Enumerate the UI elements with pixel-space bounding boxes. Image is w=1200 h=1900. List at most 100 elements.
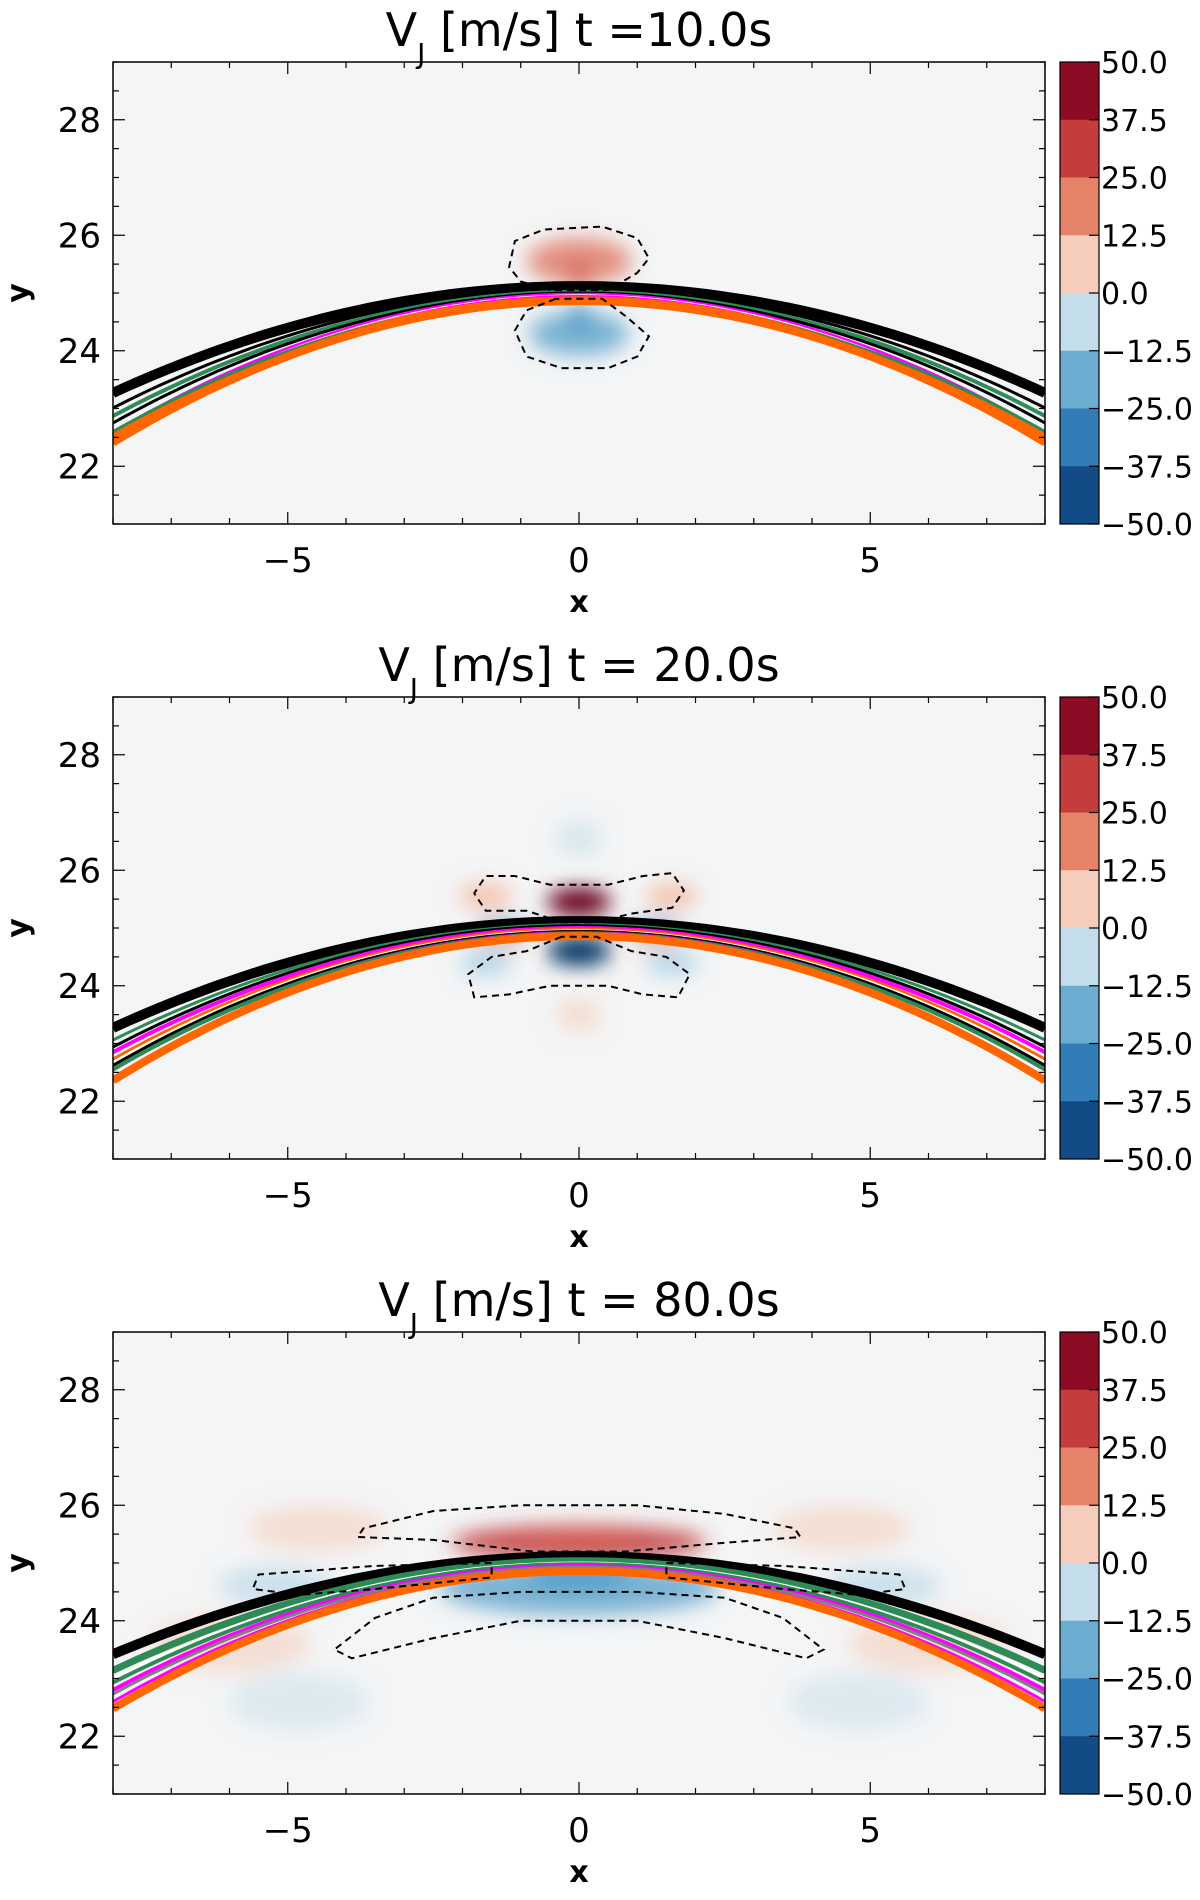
y-tick-label: 28 xyxy=(58,1371,101,1411)
colorbar-band xyxy=(1060,1736,1099,1795)
colorbar-tick-label: 0.0 xyxy=(1101,912,1149,947)
y-tick-label: 26 xyxy=(58,851,101,891)
x-tick-label: 5 xyxy=(859,1176,881,1216)
y-tick-label: 28 xyxy=(58,101,101,141)
colorbar-tick-label: −37.5 xyxy=(1101,1720,1193,1755)
y-tick-label: 24 xyxy=(58,967,101,1007)
y-tick-label: 24 xyxy=(58,1602,101,1642)
colorbar-band xyxy=(1060,1447,1099,1506)
colorbar-band xyxy=(1060,1563,1099,1622)
colorbar: 50.0 37.5 25.0 12.5 0.0 −12.5 −25.0 −37.5 −50.0 xyxy=(1059,1316,1193,1813)
field-lines xyxy=(113,1551,1045,1712)
x-axis-label: x xyxy=(569,1220,588,1255)
y-tick-label: 26 xyxy=(58,1486,101,1526)
field-line xyxy=(113,1557,1045,1674)
chart-panel-2: −5 0 5 22 24 26 28 x y VJ [m/s] t = 20.0s 50.0 37.5… xyxy=(1,638,1193,1255)
contours xyxy=(508,225,651,370)
x-axis-label: x xyxy=(569,1855,588,1890)
x-tick-label: −5 xyxy=(263,1176,313,1216)
colorbar-band xyxy=(1060,466,1099,525)
colorbar-band xyxy=(1060,985,1099,1044)
field-line xyxy=(113,924,1045,1049)
chart-title: VJ [m/s] t = 80.0s xyxy=(378,1273,779,1340)
contour-line xyxy=(467,935,691,999)
contours xyxy=(467,872,691,999)
colorbar-tick-label: −12.5 xyxy=(1101,1605,1193,1640)
colorbar: 50.0 37.5 25.0 12.5 0.0 −12.5 −25.0 −37.5 −50.0 xyxy=(1059,681,1193,1178)
colorbar-tick-label: 12.5 xyxy=(1101,219,1168,254)
y-tick-label: 24 xyxy=(58,332,101,372)
colorbar-band xyxy=(1060,754,1099,813)
colorbar-band xyxy=(1060,697,1099,756)
contour-line xyxy=(665,1561,907,1596)
contour-line xyxy=(251,1561,493,1596)
y-axis-label: y xyxy=(1,918,36,938)
field-line xyxy=(113,287,1045,410)
colorbar-band xyxy=(1060,62,1099,121)
colorbar-band xyxy=(1060,177,1099,236)
field-line xyxy=(113,292,1045,435)
velocity-blob-negative xyxy=(529,311,629,356)
contours xyxy=(251,1504,907,1660)
colorbar-band xyxy=(1060,870,1099,929)
colorbar-band xyxy=(1060,1505,1099,1564)
y-axis-label: y xyxy=(1,283,36,303)
colorbar-tick-label: 25.0 xyxy=(1101,1432,1168,1467)
contour-line xyxy=(508,225,651,292)
field-line xyxy=(113,916,1045,1033)
field-line xyxy=(113,932,1045,1084)
contour-line xyxy=(332,1590,826,1660)
x-tick-label: 5 xyxy=(859,1811,881,1851)
colorbar-band xyxy=(1060,1043,1099,1102)
colorbar-tick-label: −37.5 xyxy=(1101,450,1193,485)
colorbar-tick-label: 25.0 xyxy=(1101,797,1168,832)
colorbar-tick-label: 12.5 xyxy=(1101,1489,1168,1524)
x-tick-label: 5 xyxy=(859,541,881,581)
velocity-blob-negative xyxy=(459,949,513,976)
colorbar-tick-label: 50.0 xyxy=(1101,681,1168,716)
x-tick-label: −5 xyxy=(263,541,313,581)
velocity-field xyxy=(526,238,632,356)
colorbar-tick-label: 0.0 xyxy=(1101,1547,1149,1582)
chart-title: VJ [m/s] t =10.0s xyxy=(386,3,773,70)
colorbar-band xyxy=(1060,235,1099,294)
velocity-blob-positive xyxy=(771,1505,912,1552)
field-line xyxy=(113,1551,1045,1659)
velocity-blob-negative xyxy=(229,1672,370,1731)
chart-panel-1: −5 0 5 22 24 26 28 x y VJ [m/s] t =10.0s 50.0 37.5 2… xyxy=(1,3,1193,620)
contour-line xyxy=(472,872,686,924)
colorbar-band xyxy=(1060,1678,1099,1737)
y-axis-label: y xyxy=(1,1553,36,1573)
colorbar-band xyxy=(1060,928,1099,987)
y-tick-label: 22 xyxy=(58,447,101,487)
colorbar-tick-label: −25.0 xyxy=(1101,393,1193,428)
velocity-blob-positive xyxy=(546,887,612,917)
field-lines xyxy=(113,916,1045,1084)
colorbar-band xyxy=(1060,1620,1099,1679)
colorbar-tick-label: −25.0 xyxy=(1101,1663,1193,1698)
y-tick-label: 22 xyxy=(58,1082,101,1122)
colorbar-tick-label: −50.0 xyxy=(1101,1143,1193,1178)
chart-title: VJ [m/s] t = 20.0s xyxy=(378,638,779,705)
colorbar-tick-label: 12.5 xyxy=(1101,854,1168,889)
colorbar-tick-label: −25.0 xyxy=(1101,1028,1193,1063)
colorbar-tick-label: 50.0 xyxy=(1101,1316,1168,1351)
field-line xyxy=(113,927,1045,1061)
velocity-blob-negative xyxy=(572,301,586,331)
field-line xyxy=(113,1567,1045,1712)
colorbar-tick-label: 37.5 xyxy=(1101,104,1168,139)
colorbar-band xyxy=(1060,119,1099,178)
velocity-blob-positive xyxy=(246,1505,387,1552)
velocity-blob-positive xyxy=(555,997,603,1032)
velocity-blob-negative xyxy=(555,821,603,856)
colorbar-band xyxy=(1060,1389,1099,1448)
x-tick-label: 0 xyxy=(568,1176,590,1216)
x-tick-label: 0 xyxy=(568,541,590,581)
colorbar-tick-label: 37.5 xyxy=(1101,1374,1168,1409)
y-tick-label: 26 xyxy=(58,216,101,256)
colorbar-band xyxy=(1060,408,1099,467)
field-lines xyxy=(113,281,1045,447)
x-tick-label: 0 xyxy=(568,1811,590,1851)
velocity-blob-negative xyxy=(645,949,699,976)
